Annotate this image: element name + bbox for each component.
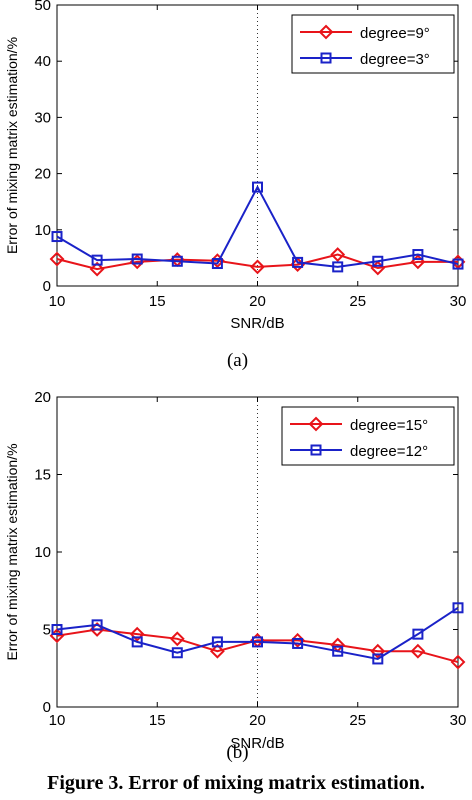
series-blue	[51, 181, 464, 273]
data-point-square	[452, 258, 464, 270]
data-point-square	[131, 636, 143, 648]
data-point-square	[171, 647, 183, 659]
y-tick-label: 0	[43, 699, 51, 716]
data-point-square	[412, 249, 424, 261]
series-line	[56, 184, 459, 268]
chart-panel-b: 10 15 20 25 30 0 5 10 15 20 SNR/dB Error of mixing …	[4, 389, 466, 763]
data-point-diamond	[330, 247, 346, 262]
legend-label: degree=15°	[350, 417, 428, 434]
x-tick-label: 25	[349, 712, 366, 729]
figure-caption: Figure 3. Error of mixing matrix estimat…	[47, 772, 425, 794]
y-tick-label: 20	[34, 389, 51, 406]
x-tick-label: 10	[49, 293, 66, 310]
legend: degree=15° degree=12°	[281, 406, 455, 466]
panel-label: (a)	[227, 350, 248, 371]
data-point-square	[171, 255, 183, 267]
x-tick-label: 10	[49, 712, 66, 729]
data-point-diamond	[129, 626, 145, 642]
data-point-diamond	[250, 259, 265, 275]
x-tick-label: 20	[249, 712, 266, 729]
legend-marker-square	[320, 52, 332, 64]
y-tick-label: 50	[34, 0, 51, 14]
legend-marker-diamond	[308, 416, 324, 432]
data-point-diamond	[89, 261, 105, 277]
series-blue	[51, 602, 464, 665]
legend: degree=9° degree=3°	[291, 14, 455, 74]
data-point-square	[51, 624, 63, 635]
data-point-square	[452, 602, 464, 614]
data-point-diamond	[450, 654, 466, 670]
legend-marker-square	[310, 444, 322, 456]
data-point-diamond	[169, 631, 185, 647]
data-point-square	[131, 253, 143, 265]
x-axis-label: SNR/dB	[230, 315, 284, 332]
x-tick-label: 30	[450, 293, 467, 310]
x-tick-label: 30	[450, 712, 467, 729]
data-point-square	[91, 254, 103, 266]
data-point-square	[372, 653, 384, 665]
legend-label: degree=12°	[350, 443, 428, 460]
y-tick-label: 40	[34, 53, 51, 70]
y-tick-label: 15	[34, 467, 51, 484]
y-axis-label: Error of mixing matrix estimation/%	[4, 37, 20, 254]
data-point-square	[372, 255, 384, 267]
y-tick-label: 10	[34, 544, 51, 561]
legend-label: degree=9°	[360, 25, 430, 42]
series-red	[49, 247, 466, 277]
y-tick-label: 20	[34, 166, 51, 183]
series-line	[56, 606, 459, 661]
data-point-square	[332, 645, 344, 657]
data-point-square	[252, 636, 263, 648]
data-point-square	[51, 231, 63, 243]
y-tick-label: 30	[34, 109, 51, 126]
data-point-square	[252, 181, 263, 193]
x-tick-label: 25	[349, 293, 366, 310]
x-tick-label: 15	[149, 712, 166, 729]
data-point-diamond	[370, 643, 386, 659]
y-tick-label: 0	[43, 278, 51, 295]
data-point-square	[292, 256, 304, 268]
series-line	[56, 253, 458, 271]
x-tick-label: 15	[149, 293, 166, 310]
y-tick-label: 10	[34, 222, 51, 239]
panel-label: (b)	[226, 742, 248, 763]
data-point-square	[332, 261, 344, 273]
y-tick-label: 5	[43, 622, 51, 639]
data-point-diamond	[49, 251, 65, 267]
legend-label: degree=3°	[360, 51, 430, 68]
data-point-square	[292, 637, 304, 649]
legend-box	[291, 14, 455, 74]
data-point-diamond	[410, 643, 426, 659]
y-axis-label: Error of mixing matrix estimation/%	[4, 443, 20, 660]
data-point-square	[211, 636, 223, 648]
data-point-square	[211, 258, 223, 270]
data-point-square	[412, 628, 424, 640]
data-point-square	[91, 619, 103, 631]
legend-marker-diamond	[318, 24, 334, 40]
x-axis-label: SNR/dB	[230, 735, 284, 752]
data-point-diamond	[209, 643, 225, 659]
x-tick-label: 20	[249, 293, 266, 310]
